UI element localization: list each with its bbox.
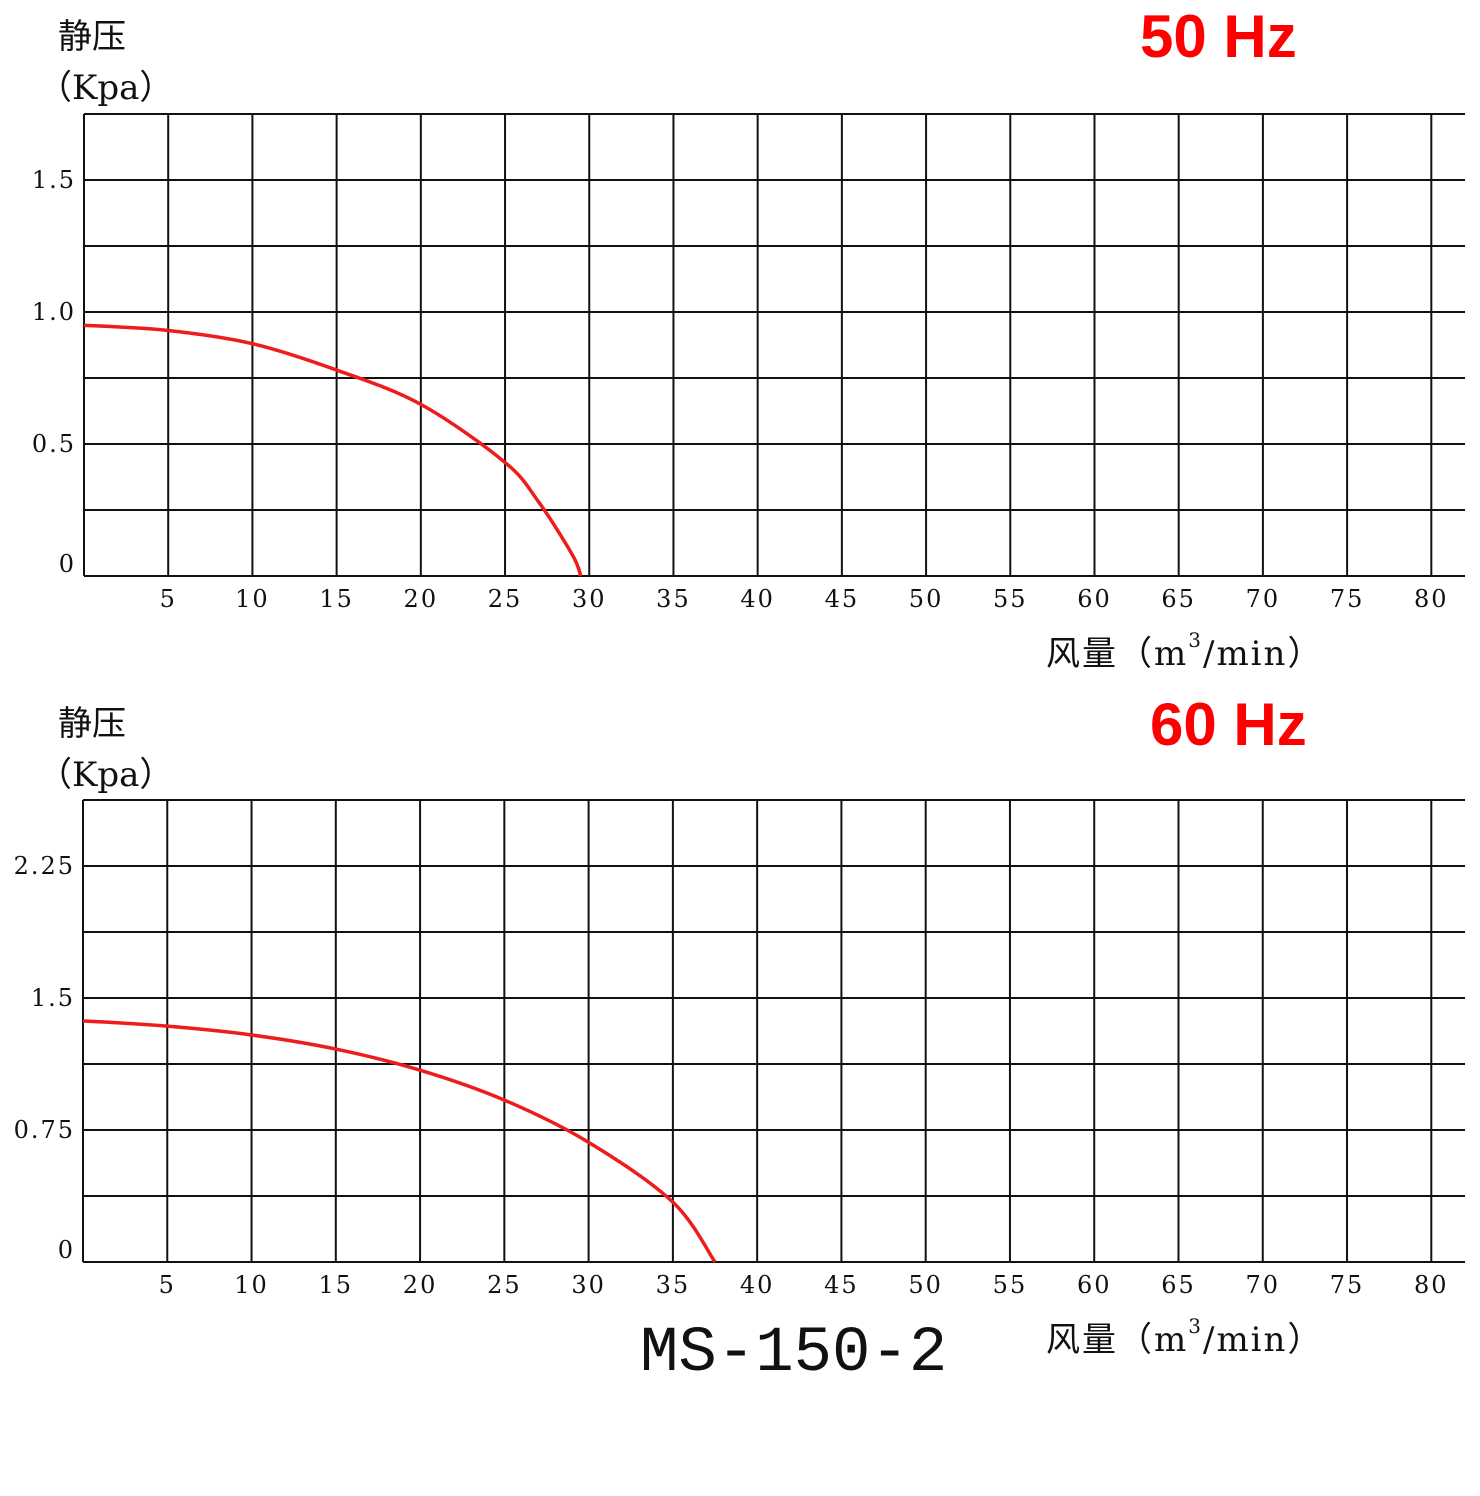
series <box>82 1019 717 1264</box>
x-tick-label: 25 <box>488 585 523 613</box>
x-tick-label: 40 <box>740 1271 775 1299</box>
y-tick-label: 2.25 <box>14 852 75 880</box>
x-tick-label: 5 <box>160 585 177 613</box>
x-tick-label: 5 <box>159 1271 176 1299</box>
x-tick-label: 20 <box>403 1271 438 1299</box>
x-tick-label: 45 <box>825 585 860 613</box>
chart-60hz: 静压 （Kpa） 60 Hz 5 10 15 20 25 30 35 40 45 50 55 60 65… <box>14 691 1465 1360</box>
tick-labels: 5 10 15 20 25 30 35 40 45 50 55 60 65 70 75 80 0 0.5 1.0 1.… <box>32 166 1449 613</box>
x-tick-label: 15 <box>319 585 354 613</box>
x-tick-label: 25 <box>487 1271 522 1299</box>
y-tick-label: 0.75 <box>14 1116 75 1144</box>
pressure-curve-line <box>83 323 583 577</box>
x-tick-label: 30 <box>571 1271 606 1299</box>
y-axis-label-line1: 静压 <box>58 17 126 57</box>
chart-title: 50 Hz <box>1140 3 1297 70</box>
x-tick-label: 80 <box>1414 1271 1449 1299</box>
pressure-curve-line <box>82 1019 717 1264</box>
x-axis-label: 风量（m3/min） <box>1046 1314 1323 1360</box>
x-tick-label: 65 <box>1161 1271 1196 1299</box>
x-tick-label: 50 <box>908 1271 943 1299</box>
y-axis-label-line1: 静压 <box>58 704 126 744</box>
x-tick-label: 60 <box>1077 585 1112 613</box>
x-tick-label: 70 <box>1245 1271 1280 1299</box>
chart-50hz: 静压 （Kpa） 50 Hz 5 10 15 20 25 30 35 40 45 50 55 60 65… <box>32 3 1465 674</box>
y-tick-label: 0 <box>58 1236 75 1264</box>
chart-title: 60 Hz <box>1150 691 1307 758</box>
x-tick-label: 30 <box>572 585 607 613</box>
x-axis-label: 风量（m3/min） <box>1046 628 1323 674</box>
tick-labels: 5 10 15 20 25 30 35 40 45 50 55 60 65 70 75 80 0 0.75 1.5 2… <box>14 852 1449 1299</box>
y-tick-label: 0.5 <box>32 430 76 458</box>
series <box>83 323 583 577</box>
x-tick-label: 55 <box>993 1271 1028 1299</box>
x-tick-label: 40 <box>740 585 775 613</box>
grid <box>82 799 1465 1263</box>
x-tick-label: 55 <box>993 585 1028 613</box>
x-tick-label: 50 <box>909 585 944 613</box>
model-label: MS-150-2 <box>640 1318 947 1390</box>
y-tick-label: 1.0 <box>32 298 76 326</box>
y-axis-label-line2: （Kpa） <box>38 68 173 108</box>
x-tick-label: 70 <box>1246 585 1281 613</box>
x-tick-label: 35 <box>656 1271 691 1299</box>
x-tick-label: 35 <box>656 585 691 613</box>
y-tick-label: 0 <box>59 550 76 578</box>
x-tick-label: 10 <box>234 1271 269 1299</box>
x-tick-label: 75 <box>1330 1271 1365 1299</box>
x-tick-label: 20 <box>404 585 439 613</box>
y-tick-label: 1.5 <box>32 166 76 194</box>
x-tick-label: 45 <box>824 1271 859 1299</box>
x-tick-label: 60 <box>1077 1271 1112 1299</box>
x-tick-label: 80 <box>1414 585 1449 613</box>
grid <box>83 113 1465 577</box>
x-tick-label: 10 <box>235 585 270 613</box>
x-tick-label: 75 <box>1330 585 1365 613</box>
x-tick-label: 15 <box>319 1271 354 1299</box>
y-tick-label: 1.5 <box>31 984 75 1012</box>
y-axis-label-line2: （Kpa） <box>38 755 173 795</box>
x-tick-label: 65 <box>1161 585 1196 613</box>
